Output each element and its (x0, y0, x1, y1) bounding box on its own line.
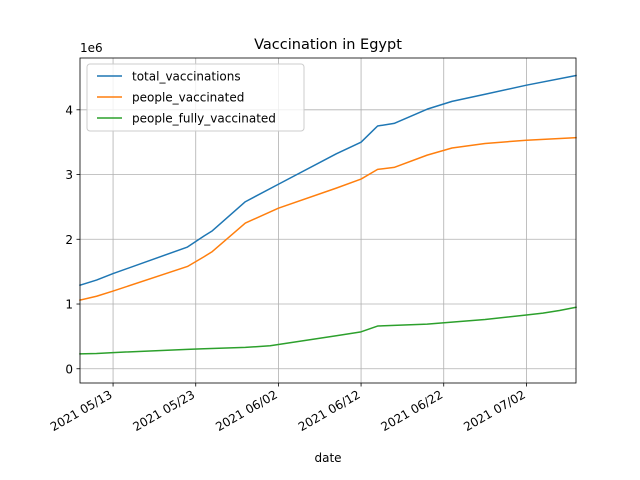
x-axis-label: date (314, 451, 341, 465)
legend-label: people_vaccinated (132, 91, 244, 105)
y-tick-label: 2 (65, 233, 73, 247)
grid (80, 58, 576, 383)
legend-label: people_fully_vaccinated (132, 112, 276, 126)
y-tick-label: 1 (65, 298, 73, 312)
plot-frame (79, 57, 577, 384)
y-tick-label: 4 (65, 103, 73, 117)
series-layer (79, 74, 577, 355)
y-offset-label: 1e6 (80, 41, 103, 55)
y-axis: 0 1 2 3 4 (65, 103, 80, 376)
y-tick-label: 3 (65, 168, 73, 182)
chart-title: Vaccination in Egypt (254, 37, 402, 53)
series-line-people-vaccinated (79, 136, 577, 302)
legend-box (86, 63, 305, 132)
legend-label: total_vaccinations (132, 70, 241, 84)
y-tick-label: 0 (65, 362, 73, 376)
legend: total_vaccinations people_vaccinatedpeopl… (86, 63, 305, 132)
series-line-total-vaccinations (79, 74, 577, 287)
series-line-people-fully-vaccinated (79, 306, 577, 355)
